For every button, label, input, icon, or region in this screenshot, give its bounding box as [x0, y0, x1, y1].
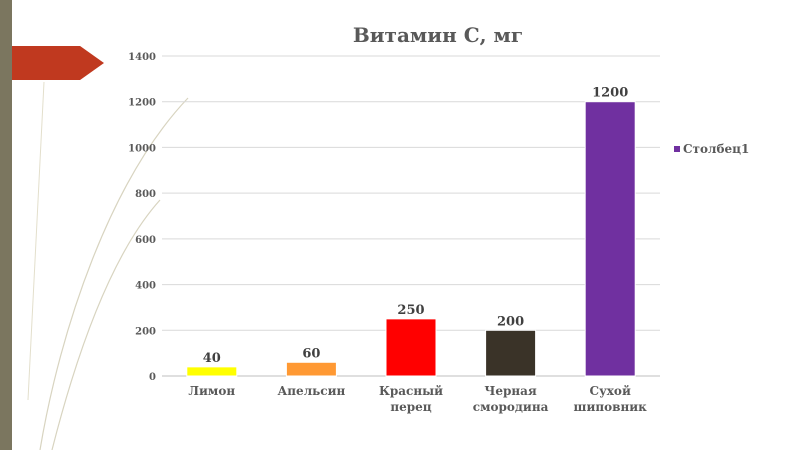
y-tick-label: 1400	[128, 52, 156, 63]
y-tick-label: 800	[135, 189, 156, 200]
data-label: 60	[302, 346, 320, 361]
x-category-label: перец	[390, 400, 431, 414]
y-axis-ticks: 0 200 400 600 800 1000 1200 1400	[128, 52, 156, 383]
decor-curve-2	[51, 199, 161, 450]
x-category-label: Черная	[484, 384, 537, 398]
chart-title: Витамин С, мг	[353, 23, 523, 47]
legend: Столбец1	[674, 142, 749, 156]
legend-label: Столбец1	[683, 142, 749, 156]
data-label: 1200	[592, 86, 628, 101]
bar	[385, 318, 437, 377]
y-tick-label: 0	[149, 372, 156, 383]
decor-curve-3	[27, 81, 45, 401]
bars	[186, 101, 636, 377]
y-tick-label: 1000	[128, 143, 156, 154]
data-labels: 40 60 250 200 1200	[203, 86, 629, 366]
y-tick-label: 1200	[128, 98, 156, 109]
bar	[186, 366, 238, 377]
x-category-label: Лимон	[188, 384, 235, 398]
data-label: 200	[497, 314, 524, 329]
left-accent-bar	[0, 0, 12, 450]
bar	[485, 329, 537, 377]
y-tick-label: 200	[135, 326, 156, 337]
y-tick-label: 400	[135, 281, 156, 292]
data-label: 40	[203, 351, 221, 366]
legend-swatch	[674, 146, 680, 152]
x-category-label: Красный	[379, 384, 443, 398]
decor-curve-1	[39, 97, 189, 450]
bar	[584, 101, 636, 377]
x-category-label: Сухой	[590, 384, 631, 398]
y-tick-label: 600	[135, 235, 156, 246]
data-label: 250	[397, 303, 424, 318]
x-category-label: шиповник	[574, 400, 648, 414]
x-axis-labels: Лимон Апельсин Красный перец Черная смородина…	[188, 384, 647, 414]
x-category-label: смородина	[473, 400, 549, 414]
bar	[285, 361, 337, 377]
x-category-label: Апельсин	[278, 384, 346, 398]
